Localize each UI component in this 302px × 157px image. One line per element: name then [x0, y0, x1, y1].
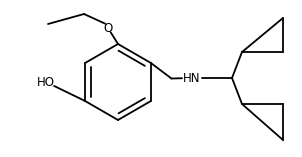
- Text: HO: HO: [37, 76, 55, 89]
- Text: O: O: [103, 22, 113, 35]
- Text: HN: HN: [183, 71, 201, 84]
